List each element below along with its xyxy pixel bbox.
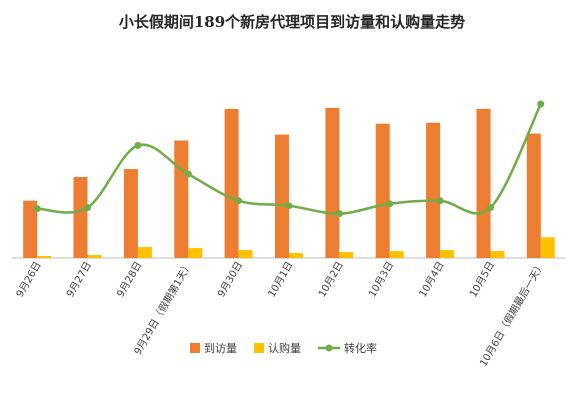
bar-认购量-4	[238, 250, 253, 258]
bar-到访量-7	[375, 123, 390, 258]
legend-label-认购量: 认购量	[268, 341, 301, 355]
bar-认购量-7	[389, 251, 404, 258]
bar-到访量-4	[224, 108, 239, 259]
bar-到访量-10	[526, 133, 541, 258]
point-转化率-5	[285, 202, 293, 210]
bar-认购量-2	[137, 247, 152, 258]
x-tick-label: 10月5日	[467, 260, 497, 300]
point-转化率-10	[537, 100, 545, 108]
point-转化率-4	[235, 197, 243, 205]
legend-swatch-认购量	[254, 343, 264, 353]
bar-到访量-6	[325, 107, 340, 259]
x-tick-label: 10月2日	[316, 260, 346, 300]
bar-认购量-5	[289, 253, 303, 258]
bar-认购量-6	[339, 252, 354, 258]
x-tick-label: 9月30日	[215, 260, 245, 300]
bar-到访量-1	[73, 177, 88, 258]
legend-label-到访量: 到访量	[204, 342, 237, 355]
bar-到访量-8	[426, 122, 441, 258]
legend-label-转化率: 转化率	[344, 341, 377, 355]
bar-认购量-0	[37, 256, 52, 258]
point-转化率-9	[487, 204, 494, 212]
bar-到访量-5	[275, 134, 289, 258]
chart-title: 小长假期间189个新房代理项目到访量和认购量走势	[119, 13, 465, 31]
point-转化率-3	[184, 170, 192, 178]
bars-layer	[23, 107, 555, 259]
legend: 到访量 认购量 转化率	[190, 341, 377, 355]
bar-认购量-9	[490, 251, 505, 258]
x-tick-label: 9月26日	[14, 260, 44, 300]
point-转化率-6	[335, 210, 343, 218]
bar-认购量-8	[440, 250, 455, 258]
point-转化率-1	[84, 204, 91, 212]
bar-到访量-3	[174, 140, 189, 258]
line-layer	[33, 100, 545, 218]
x-tick-label: 10月1日	[266, 260, 296, 300]
x-tick-label: 9月28日	[115, 260, 145, 300]
bar-认购量-1	[87, 255, 102, 258]
point-转化率-7	[386, 200, 394, 208]
legend-swatch-到访量	[190, 343, 200, 353]
bar-认购量-10	[540, 237, 555, 258]
x-tick-label: 9月27日	[64, 260, 94, 300]
point-转化率-8	[436, 197, 444, 205]
point-转化率-0	[33, 205, 41, 213]
x-tick-label: 9月29日（假期第1天）	[131, 259, 195, 357]
bar-到访量-9	[476, 108, 491, 259]
x-tick-label: 10月4日	[417, 260, 447, 300]
bar-到访量-0	[23, 200, 38, 258]
bar-到访量-2	[123, 169, 138, 258]
legend-marker-转化率	[325, 344, 333, 352]
x-tick-label: 10月3日	[366, 260, 396, 300]
bar-认购量-3	[188, 248, 203, 258]
point-转化率-2	[134, 141, 142, 149]
